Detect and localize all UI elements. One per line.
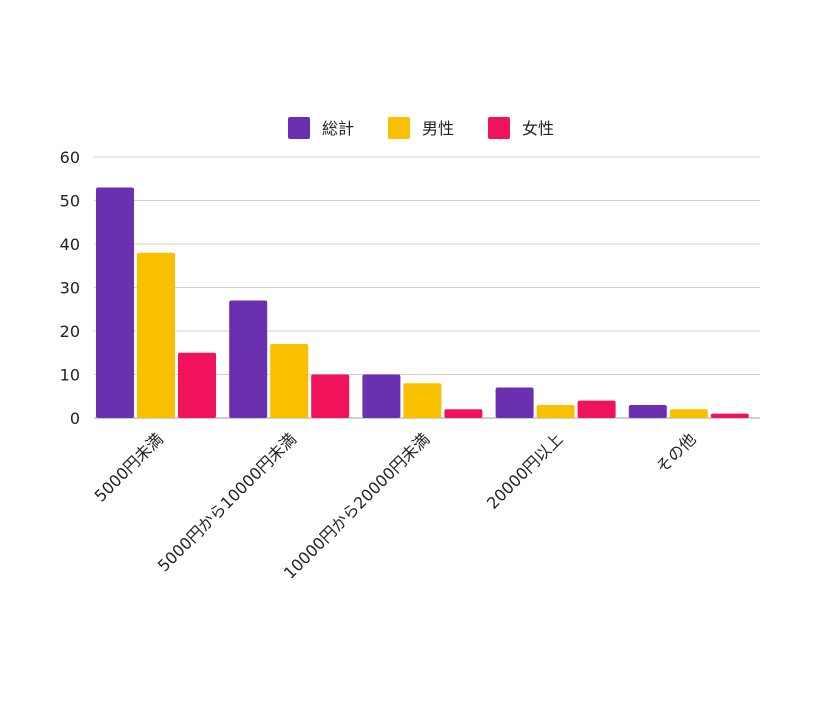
y-tick-label: 50 <box>60 192 80 211</box>
x-category-label: 5000円から10000円未満 <box>154 429 300 575</box>
bar <box>137 252 175 418</box>
y-tick-label: 60 <box>60 148 80 167</box>
y-tick-label: 0 <box>70 409 80 428</box>
bar <box>710 413 749 418</box>
bar <box>229 300 268 418</box>
y-tick-label: 40 <box>60 235 80 254</box>
legend-label: 男性 <box>422 119 454 138</box>
legend-label: 女性 <box>522 119 554 138</box>
legend-item: 女性 <box>488 117 554 139</box>
y-tick-label: 30 <box>60 279 80 298</box>
bar <box>495 387 534 418</box>
legend-swatch <box>488 117 510 139</box>
x-category-label: その他 <box>652 429 699 476</box>
bar <box>444 409 483 418</box>
legend-swatch <box>388 117 410 139</box>
legend: 総計 男性 女性 <box>288 117 554 139</box>
bar <box>362 374 401 418</box>
bar <box>270 344 309 418</box>
legend-swatch <box>288 117 310 139</box>
bar <box>577 400 616 418</box>
legend-item: 総計 <box>288 117 354 139</box>
bars <box>96 187 749 418</box>
bar <box>96 187 134 418</box>
y-axis-ticks: 0 10 20 30 40 50 60 <box>60 148 80 428</box>
legend-item: 男性 <box>388 117 454 139</box>
x-category-label: 20000円以上 <box>483 429 566 512</box>
bar <box>628 404 667 418</box>
x-category-label: 5000円未満 <box>91 429 167 505</box>
x-category-label: 10000円から20000円未満 <box>280 429 433 582</box>
bar <box>403 383 442 418</box>
bar <box>536 404 575 418</box>
bar <box>669 409 708 418</box>
legend-label: 総計 <box>322 119 354 138</box>
y-tick-label: 10 <box>60 366 80 385</box>
y-tick-label: 20 <box>60 322 80 341</box>
bar <box>311 374 350 418</box>
bar <box>178 352 216 418</box>
